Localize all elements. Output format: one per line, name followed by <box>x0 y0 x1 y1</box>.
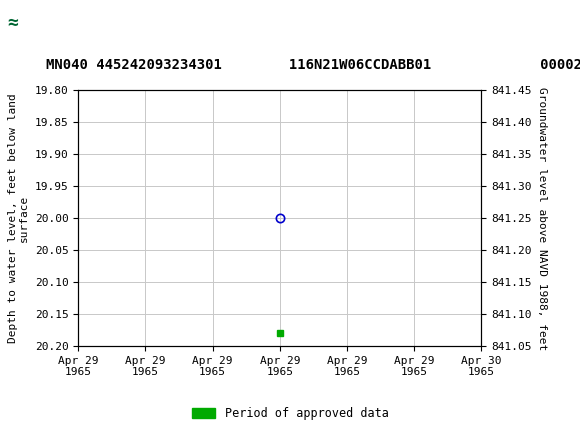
FancyBboxPatch shape <box>5 3 46 42</box>
Text: USGS: USGS <box>55 13 115 32</box>
Y-axis label: Depth to water level, feet below land
surface: Depth to water level, feet below land su… <box>8 93 29 343</box>
Text: MN040 445242093234301        116N21W06CCDABB01             0000203122: MN040 445242093234301 116N21W06CCDABB01 … <box>46 58 580 72</box>
Text: ≈: ≈ <box>7 14 18 31</box>
Y-axis label: Groundwater level above NAVD 1988, feet: Groundwater level above NAVD 1988, feet <box>537 86 547 350</box>
Legend: Period of approved data: Period of approved data <box>191 407 389 420</box>
